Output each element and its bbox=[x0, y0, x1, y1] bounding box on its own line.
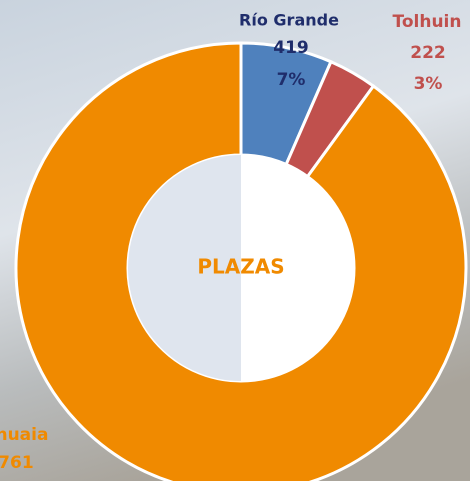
hole-left bbox=[128, 155, 241, 381]
hole-right bbox=[241, 155, 354, 381]
category-label: Río Grande bbox=[239, 11, 339, 30]
category-label: Tolhuin bbox=[393, 12, 462, 32]
percent-label: 3% bbox=[414, 74, 443, 94]
percent-label: 7% bbox=[277, 70, 306, 90]
category-label: Ushuaia bbox=[0, 425, 48, 445]
center-label: PLAZAS bbox=[197, 255, 284, 279]
value-label: 222 bbox=[410, 43, 446, 63]
value-label: 419 bbox=[273, 38, 309, 58]
value-label: 5761 bbox=[0, 453, 34, 473]
